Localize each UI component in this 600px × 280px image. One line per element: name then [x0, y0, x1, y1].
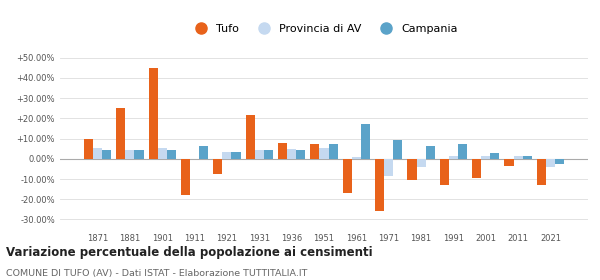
Text: Variazione percentuale della popolazione ai censimenti: Variazione percentuale della popolazione… — [6, 246, 373, 259]
Bar — [232, 152, 241, 159]
Bar — [116, 108, 125, 159]
Bar — [296, 150, 305, 159]
Bar — [255, 150, 264, 159]
Bar — [167, 150, 176, 159]
Bar — [555, 159, 564, 164]
Bar — [319, 148, 329, 159]
Bar — [278, 143, 287, 159]
Bar — [440, 159, 449, 185]
Bar — [264, 150, 273, 159]
Bar — [472, 159, 481, 178]
Bar — [449, 156, 458, 159]
Bar — [134, 150, 143, 159]
Bar — [505, 159, 514, 166]
Bar — [416, 159, 425, 167]
Bar — [84, 139, 93, 159]
Bar — [329, 144, 338, 159]
Bar — [246, 115, 255, 159]
Bar — [214, 159, 223, 174]
Text: COMUNE DI TUFO (AV) - Dati ISTAT - Elaborazione TUTTITALIA.IT: COMUNE DI TUFO (AV) - Dati ISTAT - Elabo… — [6, 269, 307, 278]
Bar — [375, 159, 384, 211]
Bar — [481, 156, 490, 159]
Bar — [223, 152, 232, 159]
Bar — [514, 156, 523, 159]
Bar — [393, 140, 402, 159]
Bar — [352, 157, 361, 159]
Bar — [523, 156, 532, 159]
Bar — [181, 159, 190, 195]
Bar — [537, 159, 546, 185]
Bar — [407, 159, 416, 180]
Bar — [343, 159, 352, 193]
Bar — [149, 68, 158, 159]
Bar — [425, 146, 434, 159]
Bar — [361, 124, 370, 159]
Bar — [199, 146, 208, 159]
Bar — [490, 153, 499, 159]
Bar — [125, 150, 134, 159]
Bar — [102, 150, 111, 159]
Bar — [384, 159, 393, 176]
Bar — [287, 149, 296, 159]
Bar — [310, 144, 319, 159]
Bar — [458, 144, 467, 159]
Bar — [158, 148, 167, 159]
Legend: Tufo, Provincia di AV, Campania: Tufo, Provincia di AV, Campania — [185, 20, 463, 38]
Bar — [546, 159, 555, 167]
Bar — [93, 148, 102, 159]
